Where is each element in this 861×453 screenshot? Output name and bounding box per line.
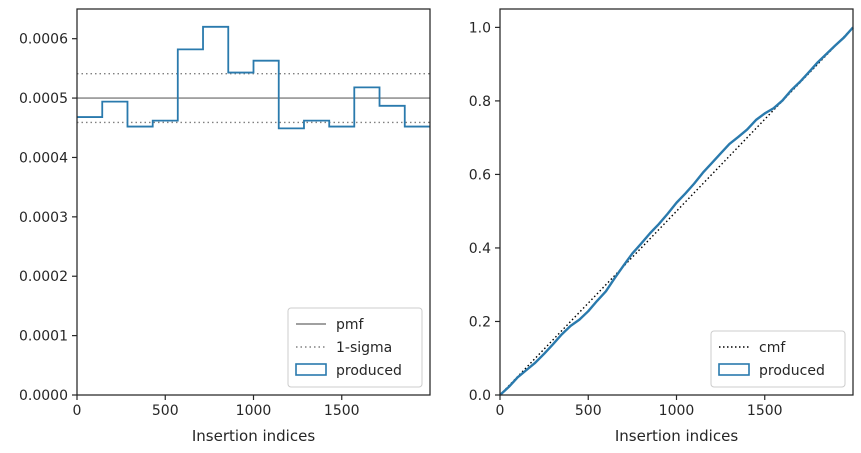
legend-label: produced — [759, 363, 825, 379]
y-tick-label: 0.0004 — [19, 150, 68, 166]
pmf-panel: 0 500 1000 1500 0.0000 0.0001 0.0002 0.0003 0.00… — [19, 8, 431, 445]
y-tick-label: 0.0 — [469, 388, 491, 404]
x-axis-title: Insertion indices — [615, 427, 738, 445]
y-tick-label: 0.2 — [469, 314, 491, 330]
legend-swatch-produced — [718, 363, 750, 376]
legend-swatch-produced — [295, 363, 327, 376]
x-tick-label: 500 — [575, 403, 602, 419]
y-tick-label: 0.8 — [469, 94, 491, 110]
y-tick-label: 1.0 — [469, 20, 491, 36]
legend-label: 1-sigma — [336, 340, 392, 356]
x-tick-label: 1500 — [324, 403, 360, 419]
plot-frame — [76, 8, 431, 396]
legend-label: pmf — [336, 317, 365, 333]
y-tick-label: 0.0003 — [19, 210, 68, 226]
legend-label: produced — [336, 363, 402, 379]
y-tick-label: 0.0006 — [19, 32, 68, 48]
x-tick-label: 0 — [496, 403, 505, 419]
legend-box — [287, 307, 423, 388]
y-tick-label: 0.0005 — [19, 91, 68, 107]
x-tick-label: 0 — [73, 403, 82, 419]
x-tick-label: 1000 — [236, 403, 272, 419]
y-tick-label: 0.0000 — [19, 388, 68, 404]
legend-label: cmf — [759, 340, 786, 356]
y-tick-label: 0.6 — [469, 167, 491, 183]
plot-frame — [499, 8, 854, 396]
y-tick-label: 0.4 — [469, 241, 491, 257]
y-tick-label: 0.0001 — [19, 329, 68, 345]
x-tick-label: 1000 — [659, 403, 695, 419]
y-tick-label: 0.0002 — [19, 269, 68, 285]
cmf-panel: 0 500 1000 1500 0.0 0.2 0.4 0.6 0.8 1.0 Insertion … — [469, 8, 854, 445]
x-tick-label: 500 — [152, 403, 179, 419]
produced-line — [499, 26, 854, 396]
legend-box — [710, 330, 846, 388]
x-axis-title: Insertion indices — [192, 427, 315, 445]
legend: pmf 1-sigma produced — [287, 307, 423, 388]
produced-step — [77, 25, 430, 130]
x-tick-label: 1500 — [747, 403, 783, 419]
legend: cmf produced — [710, 330, 846, 388]
